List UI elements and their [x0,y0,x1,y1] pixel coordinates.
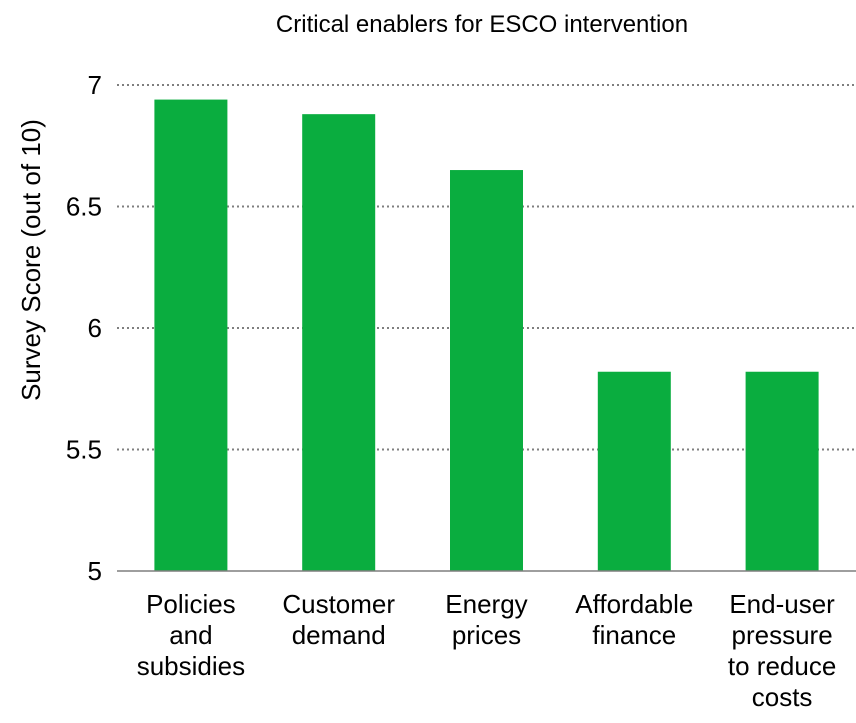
bar [745,371,819,571]
y-tick-label: 7 [88,70,102,100]
y-axis-label: Survey Score (out of 10) [16,119,46,401]
bar [597,371,671,571]
x-category-label: End-user pressure to reduce costs [728,589,836,712]
bar [302,114,376,571]
bars [154,99,819,572]
y-tick-label: 6 [88,313,102,343]
y-tick-label: 6.5 [66,192,102,222]
x-category-label: Affordable finance [575,589,693,650]
x-category-label: Customer demand [282,589,395,650]
y-tick-label: 5 [88,556,102,586]
bar [450,170,523,572]
y-tick-label: 5.5 [66,435,102,465]
chart-title: Critical enablers for ESCO intervention [276,11,688,38]
gridlines [117,84,856,451]
bar [154,99,228,571]
x-category-label: Policies and subsidies [137,589,245,681]
x-category-label: Energy prices [445,589,527,650]
x-axis-categories: Policies and subsidies Customer demand Energy… [137,589,837,712]
y-axis-ticks: 5 5.5 6 6.5 7 [66,70,102,586]
